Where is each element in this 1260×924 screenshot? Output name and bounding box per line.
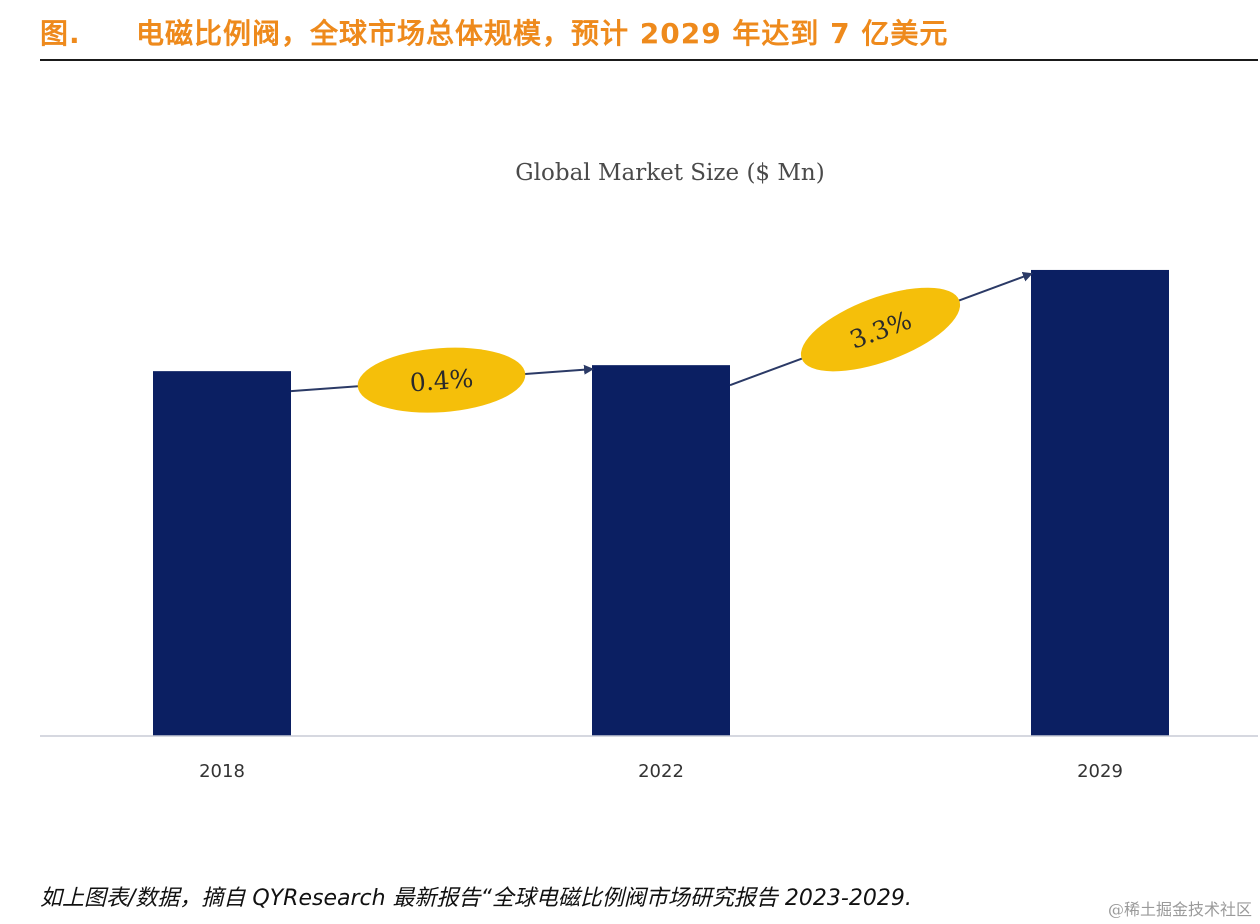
bar-2022 [592, 365, 730, 736]
x-tick-label: 2018 [199, 761, 245, 782]
cagr-bubble: 3.3% [800, 287, 961, 372]
bar-2018 [153, 371, 291, 736]
figure-title-text: 电磁比例阀，全球市场总体规模，预计 2029 年达到 7 亿美元 [136, 17, 949, 50]
cagr-bubble-shape [357, 347, 526, 413]
cagr-bubble-shape [800, 287, 961, 372]
cagr-label: 0.4% [409, 364, 474, 398]
watermark: @稀土掘金技术社区 [1107, 900, 1252, 919]
source-note: 如上图表/数据，摘自 QYResearch 最新报告“全球电磁比例阀市场研究报告… [40, 886, 912, 911]
bar-2029 [1031, 269, 1169, 736]
figure-title: 图. 电磁比例阀，全球市场总体规模，预计 2029 年达到 7 亿美元 [40, 12, 947, 111]
figure-label: 图. [40, 17, 81, 50]
x-tick-label: 2022 [638, 761, 684, 782]
cagr-bubble: 0.4% [357, 347, 526, 413]
x-tick-label: 2029 [1077, 761, 1123, 782]
title-divider [40, 59, 1258, 61]
chart-title: Global Market Size ($ Mn) [515, 160, 824, 186]
